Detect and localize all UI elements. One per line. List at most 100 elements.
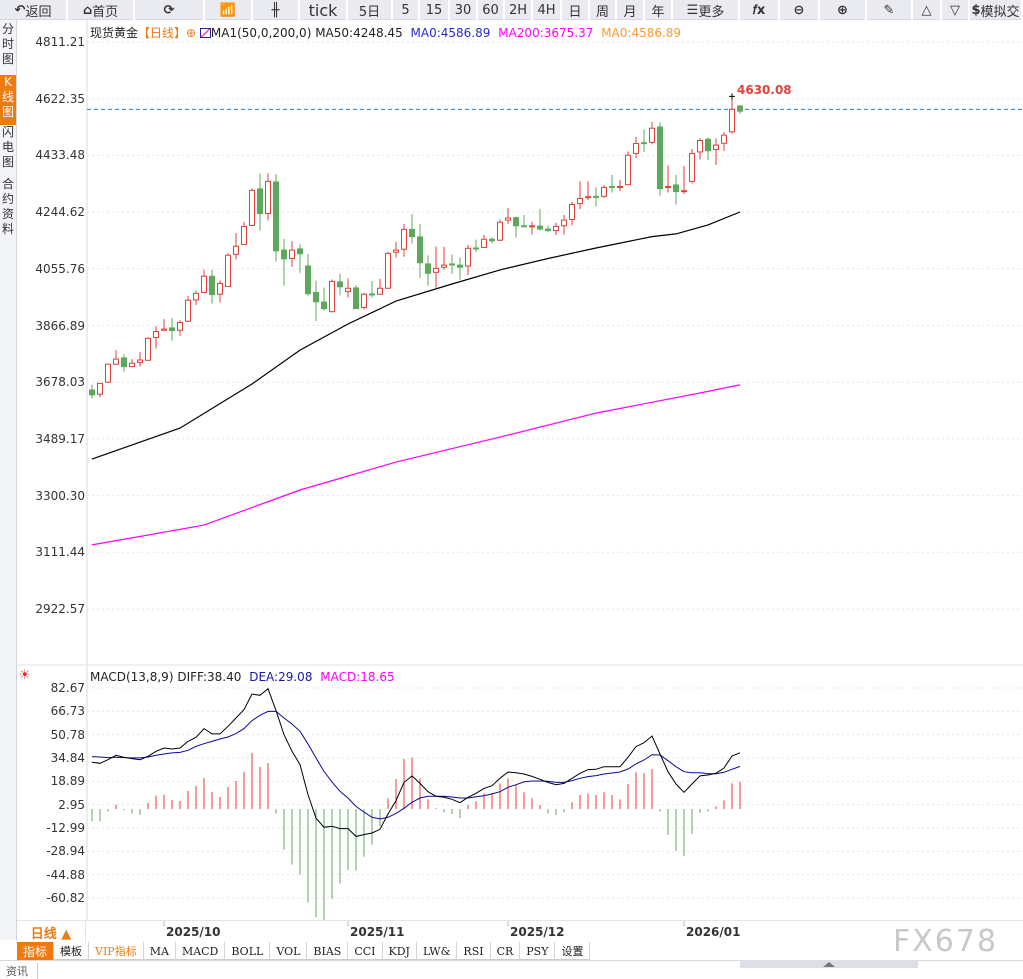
toolbar-button-menu[interactable]: ☰ 更多	[673, 0, 740, 20]
candle-body	[177, 321, 183, 331]
tab-macd[interactable]: MACD	[176, 942, 226, 960]
candle-body	[257, 188, 263, 214]
toolbar-button-年[interactable]: 年	[645, 0, 673, 20]
toolbar-label: tick	[308, 0, 338, 20]
toolbar-label: 30	[454, 2, 472, 18]
candle-body	[569, 203, 575, 220]
ma50-line	[91, 211, 741, 460]
candle	[337, 273, 343, 296]
toolbar-button-back-arrow[interactable]: ↶ 返回	[0, 0, 68, 20]
diff-value: DIFF:38.40	[177, 670, 242, 684]
tab-设置[interactable]: 设置	[555, 942, 591, 960]
candle-body	[609, 185, 615, 188]
sidebar-item-flash[interactable]: 闪电图	[1, 125, 14, 169]
toolbar-button-fx-formula[interactable]: 𝑓x	[740, 0, 780, 20]
scroll-up-icon[interactable]	[823, 962, 835, 967]
candle	[217, 280, 223, 303]
tab-cci[interactable]: CCI	[348, 942, 383, 960]
candle	[473, 239, 479, 252]
tab-模板[interactable]: 模板	[54, 942, 90, 960]
crosshair-icon[interactable]: ⊕	[186, 26, 197, 40]
candle	[209, 269, 215, 304]
candle-body	[489, 238, 495, 242]
tab-vol[interactable]: VOL	[270, 942, 308, 960]
toolbar-button-zoom-in[interactable]: ⊕	[820, 0, 867, 20]
diff-line	[91, 687, 741, 837]
toolbar-button-日[interactable]: 日	[562, 0, 590, 20]
tab-指标[interactable]: 指标	[17, 942, 55, 960]
candle	[353, 285, 359, 310]
candle-body	[473, 247, 479, 250]
toolbar-button-zoom-out[interactable]: ⊖	[780, 0, 820, 20]
tab-boll[interactable]: BOLL	[225, 942, 271, 960]
sidebar-item-timeshare[interactable]: 分时图	[1, 22, 14, 66]
candle	[425, 255, 431, 286]
candle-body	[561, 219, 567, 227]
sidebar-item-contract-info[interactable]: 合约资料	[1, 177, 14, 236]
candle-body	[641, 142, 647, 145]
candle	[129, 359, 135, 368]
tab-kdj[interactable]: KDJ	[383, 942, 417, 960]
toolbar-button-月[interactable]: 月	[617, 0, 645, 20]
candle	[145, 337, 151, 361]
indicator-tabs: 指标 模板 VIP指标 MA MACD BOLL VOL BIAS CCI KDJ LW& RSI CR…	[17, 942, 591, 960]
period-toggle-button[interactable]: 日线 ▲	[17, 921, 86, 943]
candle-body	[377, 287, 383, 295]
candle-body	[161, 328, 167, 331]
candle-body	[457, 264, 463, 268]
candle-body	[433, 267, 439, 273]
toolbar-button-dollar[interactable]: $ 模拟交	[970, 0, 1023, 20]
news-tab[interactable]: 资讯	[0, 963, 38, 979]
candle-body	[481, 238, 487, 248]
macd-tick-label: 34.84	[50, 751, 85, 765]
candle	[521, 214, 527, 228]
toolbar-label: 模拟交	[980, 4, 1020, 20]
toolbar-button-60[interactable]: 60	[478, 0, 505, 20]
toolbar-button-15[interactable]: 15	[420, 0, 450, 20]
toolbar-button-refresh[interactable]: ⟳	[135, 0, 205, 20]
tab-vip指标[interactable]: VIP指标	[89, 942, 144, 960]
tab-cr[interactable]: CR	[491, 942, 521, 960]
toolbar-button-30[interactable]: 30	[450, 0, 478, 20]
candle-body	[113, 358, 119, 365]
toolbar-label: 日	[568, 4, 582, 20]
tab-rsi[interactable]: RSI	[457, 942, 491, 960]
tab-bias[interactable]: BIAS	[307, 942, 349, 960]
candle-body	[665, 185, 671, 188]
candle	[713, 138, 719, 165]
candle	[705, 137, 711, 161]
candle	[393, 241, 399, 258]
candle-body	[585, 196, 591, 199]
candle	[97, 382, 103, 398]
candle	[193, 290, 199, 306]
candle	[161, 319, 167, 332]
tab-psy[interactable]: PSY	[520, 942, 556, 960]
sun-settings-icon[interactable]: ☀	[19, 668, 31, 683]
toolbar-button-2H[interactable]: 2H	[505, 0, 533, 20]
candle-body	[241, 225, 247, 245]
toolbar-button-5日[interactable]: 5日	[348, 0, 393, 20]
toolbar-button-candlestick[interactable]: ╫	[253, 0, 300, 20]
macd-tick-label: 50.78	[50, 727, 85, 742]
toolbar-button-pencil[interactable]: ✎	[867, 0, 913, 20]
toolbar-button-5[interactable]: 5	[393, 0, 420, 20]
tab-ma[interactable]: MA	[144, 942, 176, 960]
toolbar-button-home[interactable]: ⌂ 首页	[68, 0, 135, 20]
toolbar-button-bar-chart[interactable]: 📶	[205, 0, 253, 20]
toolbar-button-周[interactable]: 周	[590, 0, 617, 20]
ma-settings-icon[interactable]	[199, 28, 211, 38]
candle	[153, 326, 159, 349]
toolbar-button-4H[interactable]: 4H	[533, 0, 562, 20]
bar-chart-icon: 📶	[219, 2, 237, 18]
candle	[385, 251, 391, 289]
toolbar-button-triangle-up[interactable]: △	[913, 0, 942, 20]
candle-body	[153, 330, 159, 338]
toolbar-button-triangle-down[interactable]: ▽	[942, 0, 970, 20]
candle	[297, 244, 303, 273]
tab-lw&[interactable]: LW&	[417, 942, 458, 960]
price-tick-label: 4622.35	[35, 91, 85, 106]
price-tick-label: 3300.30	[35, 488, 85, 503]
sidebar-item-kline[interactable]: K线图	[0, 75, 16, 125]
toolbar-button-tick[interactable]: tick	[300, 0, 348, 20]
